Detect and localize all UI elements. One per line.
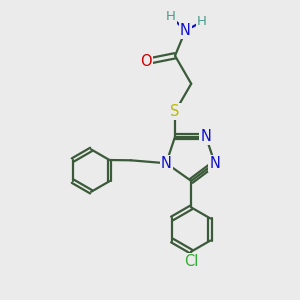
Text: N: N: [161, 156, 172, 171]
Text: H: H: [166, 10, 176, 22]
Text: N: N: [200, 129, 211, 144]
Text: Cl: Cl: [184, 254, 198, 269]
Text: N: N: [180, 23, 191, 38]
Text: N: N: [209, 156, 220, 171]
Text: S: S: [170, 104, 180, 119]
Text: H: H: [196, 15, 206, 28]
Text: O: O: [140, 54, 152, 69]
